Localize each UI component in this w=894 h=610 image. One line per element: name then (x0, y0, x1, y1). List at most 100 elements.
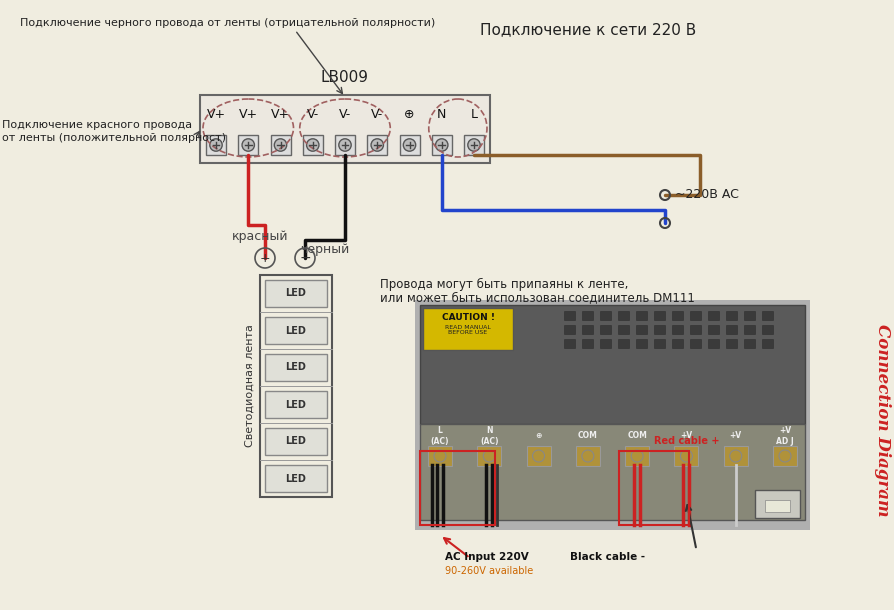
Text: ⊕: ⊕ (404, 109, 415, 121)
FancyBboxPatch shape (618, 311, 630, 321)
FancyBboxPatch shape (690, 325, 702, 335)
FancyBboxPatch shape (582, 311, 594, 321)
Text: черный: черный (300, 243, 350, 256)
Text: N: N (437, 109, 446, 121)
Circle shape (403, 139, 416, 151)
FancyBboxPatch shape (636, 339, 648, 349)
Text: +V: +V (730, 431, 742, 440)
Text: Red cable +: Red cable + (654, 436, 720, 446)
FancyBboxPatch shape (420, 305, 805, 424)
FancyBboxPatch shape (582, 339, 594, 349)
FancyBboxPatch shape (654, 339, 666, 349)
FancyBboxPatch shape (432, 135, 451, 155)
Circle shape (339, 139, 351, 151)
Text: LED: LED (285, 473, 307, 484)
Text: N
(AC): N (AC) (480, 426, 499, 446)
Text: Провода могут быть припаяны к ленте,: Провода могут быть припаяны к ленте, (380, 278, 628, 291)
Circle shape (307, 139, 319, 151)
FancyBboxPatch shape (600, 311, 612, 321)
FancyBboxPatch shape (576, 446, 600, 466)
Text: от ленты (положительной полярност): от ленты (положительной полярност) (2, 133, 226, 143)
Text: красный: красный (232, 230, 288, 243)
FancyBboxPatch shape (423, 308, 513, 350)
Text: V-: V- (307, 109, 319, 121)
FancyBboxPatch shape (200, 95, 490, 163)
FancyBboxPatch shape (265, 391, 327, 418)
FancyBboxPatch shape (654, 311, 666, 321)
Text: или может быть использован соединитель DM111: или может быть использован соединитель D… (380, 291, 695, 304)
Text: V+: V+ (207, 109, 225, 121)
FancyBboxPatch shape (674, 446, 698, 466)
Text: Black cable -: Black cable - (570, 552, 645, 562)
FancyBboxPatch shape (477, 446, 502, 466)
FancyBboxPatch shape (618, 339, 630, 349)
FancyBboxPatch shape (400, 135, 419, 155)
Text: LED: LED (285, 400, 307, 409)
FancyBboxPatch shape (726, 311, 738, 321)
Text: CAUTION !: CAUTION ! (442, 312, 494, 321)
Circle shape (210, 139, 223, 151)
FancyBboxPatch shape (762, 311, 774, 321)
Circle shape (468, 139, 480, 151)
FancyBboxPatch shape (367, 135, 387, 155)
Text: LED: LED (285, 289, 307, 298)
Text: ⊕: ⊕ (536, 431, 542, 440)
FancyBboxPatch shape (708, 339, 720, 349)
FancyBboxPatch shape (582, 325, 594, 335)
FancyBboxPatch shape (765, 500, 790, 512)
Text: +V: +V (680, 431, 693, 440)
FancyBboxPatch shape (415, 300, 810, 530)
FancyBboxPatch shape (238, 135, 258, 155)
Text: AC Input 220V: AC Input 220V (445, 552, 528, 562)
FancyBboxPatch shape (744, 325, 756, 335)
FancyBboxPatch shape (726, 325, 738, 335)
FancyBboxPatch shape (564, 311, 576, 321)
FancyBboxPatch shape (625, 446, 649, 466)
FancyBboxPatch shape (265, 354, 327, 381)
FancyBboxPatch shape (265, 428, 327, 455)
Text: LB009: LB009 (321, 70, 369, 85)
Text: V+: V+ (239, 109, 257, 121)
Text: COM: COM (578, 431, 598, 440)
FancyBboxPatch shape (672, 339, 684, 349)
FancyBboxPatch shape (265, 465, 327, 492)
Text: LED: LED (285, 437, 307, 447)
Text: L
(AC): L (AC) (431, 426, 450, 446)
FancyBboxPatch shape (672, 311, 684, 321)
FancyBboxPatch shape (271, 135, 291, 155)
FancyBboxPatch shape (654, 325, 666, 335)
FancyBboxPatch shape (564, 339, 576, 349)
FancyBboxPatch shape (755, 490, 800, 518)
Text: Светодиодная лента: Светодиодная лента (245, 325, 255, 448)
FancyBboxPatch shape (724, 446, 747, 466)
FancyBboxPatch shape (265, 280, 327, 307)
Text: 90-260V available: 90-260V available (445, 566, 533, 576)
FancyBboxPatch shape (600, 325, 612, 335)
FancyBboxPatch shape (726, 339, 738, 349)
FancyBboxPatch shape (672, 325, 684, 335)
Text: ~220В AC: ~220В AC (675, 188, 738, 201)
FancyBboxPatch shape (428, 446, 452, 466)
FancyBboxPatch shape (636, 311, 648, 321)
FancyBboxPatch shape (762, 339, 774, 349)
FancyBboxPatch shape (335, 135, 355, 155)
FancyBboxPatch shape (265, 317, 327, 344)
Text: COM: COM (628, 431, 647, 440)
FancyBboxPatch shape (420, 424, 805, 520)
FancyBboxPatch shape (773, 446, 797, 466)
Text: +: + (259, 251, 270, 265)
FancyBboxPatch shape (708, 311, 720, 321)
Text: READ MANUAL
BEFORE USE: READ MANUAL BEFORE USE (445, 325, 491, 336)
Text: Подключение к сети 220 В: Подключение к сети 220 В (480, 22, 696, 37)
Text: V+: V+ (271, 109, 290, 121)
Text: L: L (470, 109, 477, 121)
Text: LED: LED (285, 326, 307, 336)
FancyBboxPatch shape (527, 446, 551, 466)
Text: Connection Diagram: Connection Diagram (873, 324, 890, 516)
Text: +V
AD J: +V AD J (776, 426, 794, 446)
FancyBboxPatch shape (636, 325, 648, 335)
Circle shape (274, 139, 287, 151)
Text: V-: V- (339, 109, 351, 121)
Text: V-: V- (371, 109, 384, 121)
FancyBboxPatch shape (206, 135, 226, 155)
